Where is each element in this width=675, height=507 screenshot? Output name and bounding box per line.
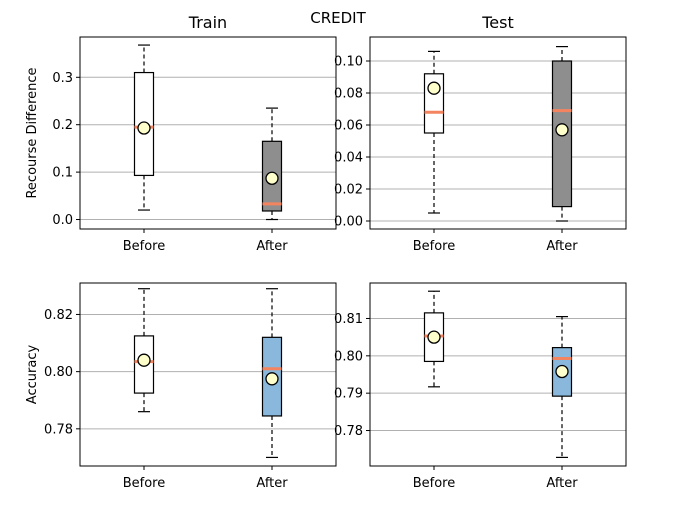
- box-after: [551, 316, 573, 459]
- y-tick-label: 0.81: [334, 312, 363, 327]
- chart-panel-4: 0.78 0.79 0.80 0.81 Before After: [334, 282, 627, 491]
- y-tick-label: 0.06: [334, 119, 363, 134]
- x-tick-label: Before: [413, 239, 456, 254]
- y-tick-label: 0.0: [52, 213, 73, 228]
- y-tick-label: 0.10: [334, 55, 363, 70]
- box-before: [423, 290, 445, 388]
- chart-panel-3: 0.78 0.80 0.82 Before After Accuracy: [25, 282, 337, 491]
- box-after: [261, 288, 283, 459]
- mean-marker: [555, 123, 569, 137]
- y-tick-label: 0.04: [334, 151, 363, 166]
- chart-panel-1: 0.0 0.1 0.2 0.3 Before After Train Recourse Dif…: [25, 13, 337, 254]
- y-tick-label: 0.3: [52, 71, 73, 86]
- x-tick-label: After: [256, 239, 288, 254]
- mean-marker: [427, 81, 441, 95]
- y-tick-label: 0.80: [44, 365, 73, 380]
- chart-title: Test: [481, 13, 514, 32]
- box-before: [423, 50, 445, 214]
- box-before: [133, 44, 155, 211]
- y-tick-label: 0.80: [334, 349, 363, 364]
- mean-marker: [427, 330, 441, 344]
- y-tick-label: 0.82: [44, 308, 73, 323]
- y-tick-label: 0.79: [334, 387, 363, 402]
- y-tick-label: 0.00: [334, 215, 363, 230]
- x-tick-label: Before: [123, 239, 166, 254]
- box-before: [133, 288, 155, 413]
- y-tick-label: 0.02: [334, 183, 363, 198]
- mean-marker: [265, 171, 279, 185]
- y-tick-label: 0.1: [52, 166, 73, 181]
- x-tick-label: After: [546, 239, 578, 254]
- y-axis-label: Recourse Difference: [25, 67, 40, 198]
- y-tick-label: 0.08: [334, 87, 363, 102]
- x-tick-label: Before: [413, 476, 456, 491]
- axes-frame: [369, 36, 627, 230]
- y-tick-label: 0.2: [52, 118, 73, 133]
- x-tick-label: After: [546, 476, 578, 491]
- y-tick-label: 0.78: [334, 424, 363, 439]
- x-tick-label: After: [256, 476, 288, 491]
- chart-title: Train: [188, 13, 227, 32]
- chart-panel-2: 0.00 0.02 0.04 0.06 0.08 0.10 Before After Test: [334, 13, 627, 254]
- axes-frame: [79, 36, 337, 230]
- axes-frame: [79, 282, 337, 467]
- mean-marker: [265, 372, 279, 386]
- x-tick-label: Before: [123, 476, 166, 491]
- figure-title: CREDIT: [310, 9, 366, 27]
- mean-marker: [137, 121, 151, 135]
- y-tick-label: 0.78: [44, 422, 73, 437]
- mean-marker: [555, 364, 569, 379]
- box-after: [261, 107, 283, 221]
- y-axis-label: Accuracy: [25, 345, 40, 405]
- mean-marker: [137, 353, 151, 367]
- box-after: [551, 45, 573, 222]
- axes-frame: [369, 282, 627, 467]
